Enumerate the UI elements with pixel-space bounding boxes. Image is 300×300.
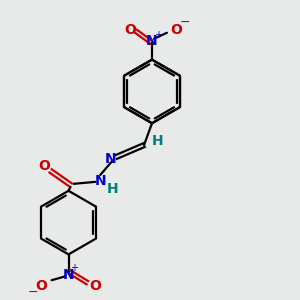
Text: N: N	[104, 152, 116, 166]
Text: N: N	[94, 174, 106, 188]
Text: O: O	[89, 279, 101, 293]
Text: N: N	[146, 34, 158, 48]
Text: −: −	[179, 16, 190, 29]
Text: O: O	[36, 279, 48, 293]
Text: +: +	[70, 263, 79, 273]
Text: N: N	[63, 268, 74, 282]
Text: O: O	[39, 159, 51, 173]
Text: O: O	[124, 23, 136, 37]
Text: −: −	[28, 286, 38, 299]
Text: +: +	[154, 30, 162, 40]
Text: H: H	[106, 182, 118, 196]
Text: H: H	[152, 134, 164, 148]
Text: O: O	[170, 23, 182, 37]
